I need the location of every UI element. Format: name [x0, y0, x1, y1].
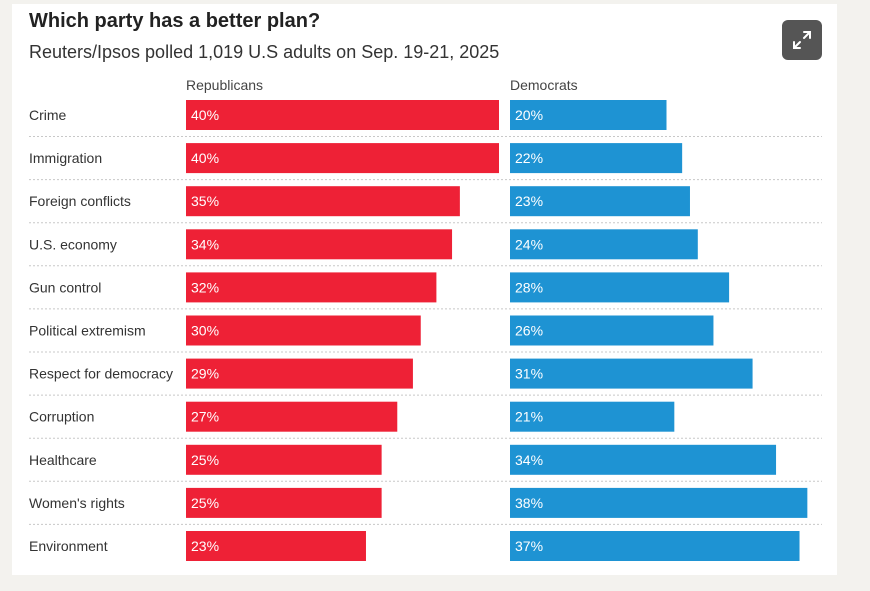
chart-subtitle: Reuters/Ipsos polled 1,019 U.S adults on…: [29, 42, 500, 62]
republicans-value-label-women-s-rights: 25%: [191, 495, 219, 511]
democrats-bar-crime: [510, 100, 667, 130]
republicans-value-label-political-extremism: 30%: [191, 323, 219, 339]
democrats-bar-gun-control: [510, 272, 730, 303]
category-label-foreign-conflicts: Foreign conflicts: [29, 193, 131, 209]
republicans-value-label-environment: 23%: [191, 538, 219, 554]
republicans-value-label-u-s-economy: 34%: [191, 236, 219, 252]
expand-button[interactable]: [782, 20, 822, 60]
democrats-column-header: Democrats: [510, 77, 578, 93]
democrats-bar-respect-for-democracy: [510, 358, 753, 389]
democrats-value-label-u-s-economy: 24%: [515, 236, 543, 252]
republicans-bar-foreign-conflicts: [186, 186, 460, 217]
democrats-bar-u-s-economy: [510, 229, 698, 260]
republicans-value-label-corruption: 27%: [191, 409, 219, 425]
category-label-environment: Environment: [29, 538, 108, 554]
democrats-value-label-respect-for-democracy: 31%: [515, 366, 543, 382]
democrats-value-label-gun-control: 28%: [515, 279, 543, 295]
republicans-value-label-immigration: 40%: [191, 150, 219, 166]
republicans-bar-women-s-rights: [186, 487, 382, 518]
category-label-political-extremism: Political extremism: [29, 323, 146, 339]
democrats-value-label-political-extremism: 26%: [515, 323, 543, 339]
republicans-bar-corruption: [186, 401, 398, 432]
democrats-value-label-corruption: 21%: [515, 409, 543, 425]
category-label-women-s-rights: Women's rights: [29, 495, 125, 511]
democrats-bar-corruption: [510, 401, 675, 432]
republicans-bar-immigration: [186, 143, 499, 174]
bar-chart: Crime 40% 20% Immigration 40% 22% Foreign conf…: [29, 100, 822, 561]
democrats-bar-healthcare: [510, 444, 777, 475]
democrats-bar-foreign-conflicts: [510, 186, 690, 217]
republicans-bar-gun-control: [186, 272, 437, 303]
republicans-value-label-gun-control: 32%: [191, 279, 219, 295]
category-label-u-s-economy: U.S. economy: [29, 236, 117, 252]
category-label-gun-control: Gun control: [29, 279, 101, 295]
republicans-column-header: Republicans: [186, 77, 264, 93]
republicans-bar-healthcare: [186, 444, 382, 475]
chart-card: Which party has a better plan? Reuters/I…: [12, 4, 837, 575]
democrats-bar-environment: [510, 531, 800, 561]
category-label-respect-for-democracy: Respect for democracy: [29, 366, 173, 382]
democrats-value-label-women-s-rights: 38%: [515, 495, 543, 511]
republicans-value-label-healthcare: 25%: [191, 452, 219, 468]
chart-title: Which party has a better plan?: [29, 10, 321, 32]
republicans-value-label-respect-for-democracy: 29%: [191, 366, 219, 382]
democrats-bar-political-extremism: [510, 315, 714, 346]
democrats-value-label-environment: 37%: [515, 538, 543, 554]
republicans-bar-environment: [186, 531, 366, 561]
democrats-value-label-healthcare: 34%: [515, 452, 543, 468]
democrats-value-label-foreign-conflicts: 23%: [515, 193, 543, 209]
republicans-value-label-crime: 40%: [191, 107, 219, 123]
expand-arrows-icon: [793, 31, 811, 49]
republicans-bar-crime: [186, 100, 499, 130]
democrats-value-label-immigration: 22%: [515, 150, 543, 166]
category-label-crime: Crime: [29, 107, 67, 123]
category-label-immigration: Immigration: [29, 150, 102, 166]
republicans-bar-respect-for-democracy: [186, 358, 413, 389]
democrats-bar-immigration: [510, 143, 683, 174]
category-label-corruption: Corruption: [29, 409, 94, 425]
republicans-bar-u-s-economy: [186, 229, 453, 260]
democrats-value-label-crime: 20%: [515, 107, 543, 123]
republicans-bar-political-extremism: [186, 315, 421, 346]
republicans-value-label-foreign-conflicts: 35%: [191, 193, 219, 209]
category-label-healthcare: Healthcare: [29, 452, 97, 468]
democrats-bar-women-s-rights: [510, 487, 808, 518]
